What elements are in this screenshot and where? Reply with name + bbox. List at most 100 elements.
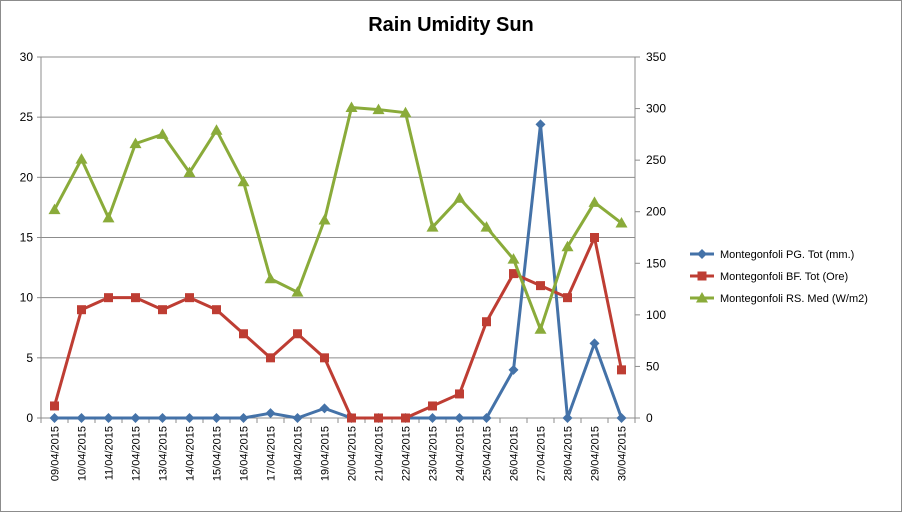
- data-point: [401, 413, 410, 423]
- x-tick-label: 24/04/2015: [455, 426, 467, 481]
- data-point: [104, 293, 113, 303]
- data-point: [210, 124, 223, 135]
- data-point: [509, 269, 518, 279]
- data-point: [103, 413, 114, 423]
- data-point: [697, 271, 707, 281]
- data-point: [374, 413, 383, 423]
- y-left-tick-label: 5: [26, 351, 33, 365]
- series-2: [50, 233, 626, 423]
- data-point: [156, 128, 169, 139]
- data-point: [482, 317, 491, 327]
- data-point: [428, 401, 437, 411]
- y-right-tick-label: 350: [646, 50, 666, 64]
- data-point: [264, 272, 277, 284]
- data-point: [455, 389, 464, 399]
- data-point: [157, 413, 168, 423]
- data-point: [480, 221, 493, 232]
- chart-title: Rain Umidity Sun: [368, 14, 534, 36]
- x-tick-label: 18/04/2015: [293, 426, 305, 481]
- y-right-tick-label: 100: [646, 308, 666, 322]
- y-right-tick-label: 300: [646, 102, 666, 116]
- y-left-tick-label: 0: [26, 411, 33, 425]
- data-point: [129, 137, 142, 149]
- data-point: [183, 166, 196, 178]
- data-point: [615, 217, 628, 228]
- data-point: [696, 292, 708, 303]
- y-left-tick-label: 25: [20, 110, 34, 124]
- x-tick-label: 15/04/2015: [212, 426, 224, 481]
- data-point: [212, 305, 221, 315]
- x-tick-label: 16/04/2015: [239, 426, 251, 481]
- data-point: [292, 413, 303, 423]
- data-point: [131, 293, 140, 303]
- data-point: [50, 401, 59, 411]
- data-point: [77, 305, 86, 315]
- data-point: [318, 213, 331, 225]
- y-right-tick-label: 50: [646, 359, 660, 373]
- y-left-tick-label: 30: [20, 50, 34, 64]
- data-point: [158, 305, 167, 315]
- x-tick-label: 21/04/2015: [374, 426, 386, 481]
- x-tick-label: 26/04/2015: [509, 426, 521, 481]
- x-tick-label: 29/04/2015: [590, 426, 602, 481]
- x-tick-label: 25/04/2015: [482, 426, 494, 481]
- data-point: [697, 249, 707, 259]
- x-tick-label: 20/04/2015: [347, 426, 359, 481]
- data-point: [481, 413, 492, 423]
- x-tick-label: 13/04/2015: [158, 426, 170, 481]
- legend: Montegonfoli PG. Tot (mm.) Montegonfoli B…: [690, 249, 868, 305]
- data-point: [590, 233, 599, 242]
- x-tick-label: 23/04/2015: [428, 426, 440, 481]
- y-right-tick-label: 150: [646, 256, 666, 270]
- data-point: [536, 281, 545, 291]
- data-point: [616, 413, 627, 423]
- data-point: [238, 413, 249, 423]
- x-tick-label: 27/04/2015: [536, 426, 548, 481]
- data-point: [399, 106, 412, 118]
- data-point: [507, 253, 520, 264]
- x-tick-label: 17/04/2015: [266, 426, 278, 481]
- data-point: [319, 403, 330, 414]
- data-point: [589, 338, 600, 349]
- data-point: [426, 221, 439, 232]
- data-point: [562, 413, 573, 423]
- data-point: [130, 413, 141, 423]
- legend-label: Montegonfoli BF. Tot (Ore): [720, 271, 848, 283]
- data-point: [617, 365, 626, 375]
- y-right-tick-label: 0: [646, 411, 653, 425]
- x-tick-label: 30/04/2015: [617, 426, 629, 481]
- data-point: [291, 286, 304, 297]
- x-tick-label: 10/04/2015: [77, 426, 89, 481]
- data-point: [563, 293, 572, 303]
- series-line: [53, 236, 623, 420]
- y-left-tick-label: 10: [20, 291, 34, 305]
- data-point: [49, 413, 60, 423]
- data-point: [320, 353, 329, 363]
- data-point: [185, 293, 194, 303]
- legend-label: Montegonfoli PG. Tot (mm.): [720, 249, 854, 261]
- data-point: [48, 203, 61, 215]
- x-tick-label: 22/04/2015: [401, 426, 413, 481]
- y-left-tick-label: 20: [20, 170, 34, 184]
- y-right-tick-label: 200: [646, 205, 666, 219]
- series-line: [53, 106, 623, 331]
- series-line: [54, 122, 623, 420]
- x-tick-label: 11/04/2015: [104, 426, 116, 480]
- data-point: [265, 408, 276, 419]
- data-point: [561, 240, 574, 252]
- data-point: [345, 101, 358, 113]
- data-point: [239, 329, 248, 339]
- data-point: [75, 153, 88, 164]
- x-tick-label: 19/04/2015: [320, 426, 332, 481]
- data-point: [508, 364, 519, 375]
- series-3: [48, 101, 628, 334]
- data-point: [266, 353, 275, 363]
- data-point: [534, 323, 547, 334]
- y-right-tick-label: 250: [646, 153, 666, 167]
- data-point: [347, 413, 356, 423]
- x-tick-label: 14/04/2015: [185, 426, 197, 481]
- data-point: [588, 196, 601, 207]
- data-point: [211, 413, 222, 423]
- data-point: [453, 192, 466, 203]
